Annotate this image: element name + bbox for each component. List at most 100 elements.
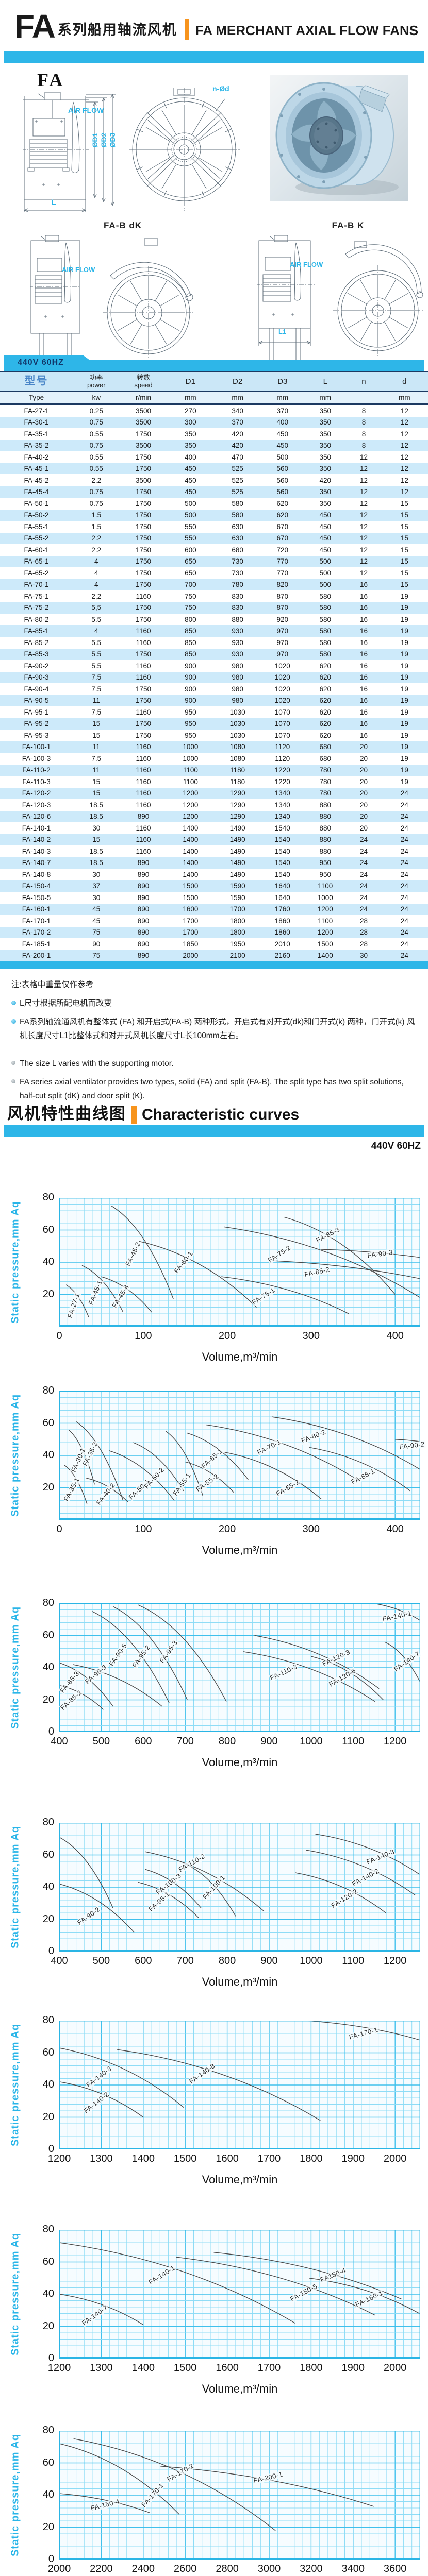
spec-cell: 20: [347, 810, 381, 822]
spec-cell: 870: [276, 592, 289, 600]
spec-cell: 1750: [136, 546, 152, 554]
spec-cell: 1160: [120, 625, 167, 637]
fa-side-view-drawing: [23, 92, 116, 212]
spec-cell: 890: [120, 810, 167, 822]
spec-cell: 630: [232, 522, 243, 531]
spec-cell: FA-140-7: [0, 857, 73, 869]
spec-cell: 24: [381, 880, 428, 892]
spec-cell: 550: [185, 522, 196, 531]
unit-type: Type: [0, 391, 73, 405]
y-axis-tick: 80: [42, 2014, 54, 2026]
table-row: FA-95-1 7.5 1160 950 1030 1070 620 16 19: [0, 706, 428, 718]
spec-cell: 19: [400, 777, 408, 786]
x-axis-title: Volume,m³/min: [202, 1975, 278, 1988]
spec-cell: 19: [400, 592, 408, 600]
spec-cell: 850: [167, 648, 214, 660]
spec-cell: 24: [381, 950, 428, 961]
x-axis-tick: 1700: [257, 2362, 281, 2374]
note-text: FA系列轴流通风机有整体式 (FA) 和开启式(FA-B) 两种形式，开启式有对…: [20, 1018, 415, 1041]
spec-cell: 670: [276, 522, 289, 531]
spec-cell: FA-45-2: [24, 476, 49, 484]
table-row: FA-60-1 2.2 1750 600 680 720 450 12 15: [0, 544, 428, 556]
table-row: FA-55-1 1.5 1750 550 630 670 450 12 15: [0, 521, 428, 533]
spec-cell: 1590: [213, 880, 261, 892]
spec-cell: 950: [304, 857, 347, 869]
spec-cell: 19: [381, 671, 428, 683]
spec-cell: 720: [276, 546, 289, 554]
table-header-row-1: 型号 功率 power 转数 speed D1 D2 D3 L n d: [0, 371, 428, 392]
spec-cell: FA-65-1: [0, 555, 73, 567]
note-text: L尺寸根据所配电机而改变: [20, 999, 112, 1008]
spec-cell: 12: [400, 406, 408, 415]
chart-plot-area: FA-150-4 FA-170-1 FA-170-2 FA-200-1: [59, 2430, 421, 2560]
spec-cell: 420: [319, 476, 332, 484]
spec-cell: 37: [73, 880, 120, 892]
x-axis-tick: 800: [218, 1955, 236, 1967]
spec-cell: 1750: [120, 648, 167, 660]
spec-cell: 1100: [183, 777, 198, 786]
page-header: FA 系列船用轴流风机 FA MERCHANT AXIAL FLOW FANS: [14, 10, 422, 43]
x-axis-tick: 300: [302, 1330, 320, 1342]
y-axis-tick: 0: [48, 1945, 54, 1957]
spec-cell: 890: [120, 903, 167, 915]
spec-cell: 8: [361, 406, 366, 415]
y-axis-title: Static pressure,mm Aq: [9, 1200, 21, 1324]
spec-cell: 780: [213, 579, 261, 590]
spec-cell: 12: [381, 463, 428, 474]
spec-cell: 1490: [229, 824, 245, 832]
spec-cell: 15: [381, 579, 428, 590]
table-row: FA-45-2 2.2 3500 450 525 560 420 12 12: [0, 474, 428, 486]
spec-cell: 24: [347, 880, 381, 892]
chart-1: Static pressure,mm Aq 20 40 60 80 FA-27-1 FA-4…: [0, 1192, 428, 1376]
x-axis-tick: 1800: [300, 2362, 323, 2374]
x-axis-tick: 2400: [131, 2563, 155, 2574]
fab-dk-front-view: [103, 238, 195, 359]
spec-cell: 15: [73, 718, 120, 730]
spec-cell: FA-140-3: [22, 847, 51, 855]
spec-cell: 1750: [136, 615, 152, 623]
spec-cell: 12: [381, 439, 428, 451]
spec-cell: 1020: [274, 662, 290, 670]
fan-blades: [140, 105, 228, 194]
spec-cell: 16: [359, 731, 368, 739]
spec-cell: 1540: [261, 857, 304, 869]
spec-cell: 15: [400, 546, 408, 554]
spec-table-section: 440V 60HZ 型号 功率 power 转数 speed D1 D2 D3 L …: [0, 355, 428, 969]
spec-cell: 1030: [229, 731, 245, 739]
spec-cell: 16: [359, 662, 368, 670]
spec-cell: 24: [381, 903, 428, 915]
spec-cell: FA-110-2: [0, 764, 73, 776]
spec-cell: 0.55: [89, 430, 103, 438]
spec-cell: 370: [213, 416, 261, 428]
spec-cell: 350: [319, 499, 332, 507]
spec-cell: 12: [359, 453, 368, 461]
spec-cell: 1340: [261, 787, 304, 799]
spec-cell: FA-30-1: [0, 416, 73, 428]
col-d2: D2: [213, 371, 261, 392]
spec-cell: 12: [347, 509, 381, 521]
y-axis-tick: 40: [42, 2079, 54, 2090]
note-bullet-icon: [11, 1001, 16, 1006]
spec-cell: 880: [304, 810, 347, 822]
spec-cell: 16: [347, 694, 381, 706]
spec-cell: 1080: [213, 741, 261, 753]
spec-cell: 1750: [120, 532, 167, 544]
chart-canvas: [59, 2020, 421, 2150]
spec-cell: 1750: [136, 685, 152, 693]
table-row: FA-35-2 0.75 3500 350 420 450 350 8 12: [0, 439, 428, 451]
spec-cell: FA-75-2: [0, 602, 73, 614]
spec-cell: 1640: [261, 880, 304, 892]
y-axis-tick: 20: [42, 1693, 54, 1705]
spec-cell: 550: [167, 532, 214, 544]
spec-cell: FA-55-1: [24, 522, 49, 531]
spec-cell: 450: [304, 509, 347, 521]
spec-cell: 580: [304, 602, 347, 614]
spec-cell: 90: [92, 940, 101, 948]
chart-7: Static pressure,mm Aq 0 20 40 60 80 FA-150-4 FA…: [0, 2425, 428, 2576]
spec-cell: 2160: [261, 950, 304, 961]
spec-cell: 1750: [136, 453, 152, 461]
x-axis-tick: 1200: [47, 2153, 71, 2164]
fan-blades: [343, 276, 413, 346]
col-power: 功率 power: [73, 371, 120, 392]
spec-cell: 600: [185, 546, 196, 554]
